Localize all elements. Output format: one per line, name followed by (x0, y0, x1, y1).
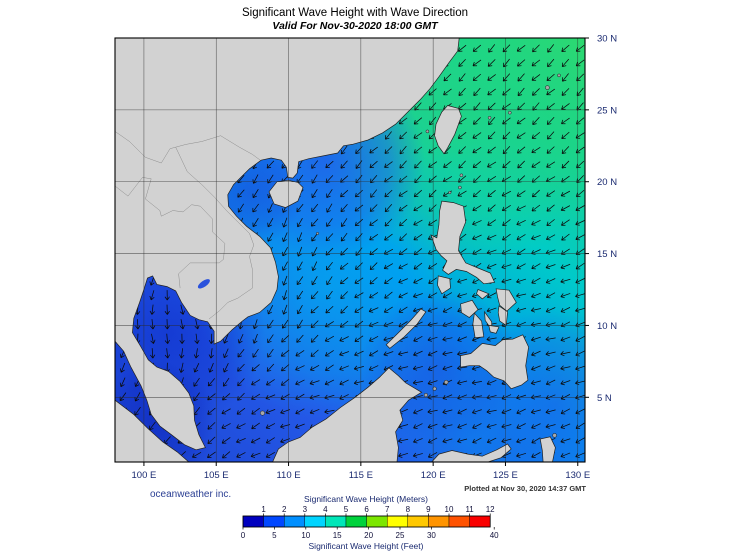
lon-tick-label: 105 E (204, 470, 229, 481)
lon-tick-label: 125 E (493, 470, 518, 481)
legend-feet-tick: 25 (396, 531, 405, 540)
lat-tick-label: 10 N (597, 321, 617, 332)
graticule-grid (115, 38, 585, 462)
chart-title: Significant Wave Height with Wave Direct… (242, 7, 468, 19)
legend-feet-tick: 10 (301, 531, 310, 540)
legend-feet-label: Significant Wave Height (Feet) (309, 541, 424, 551)
axis-labels: 100 E 105 E 110 E 115 E 120 E 125 E 130 E 30 N 2… (132, 34, 618, 482)
legend-meters-tick: 2 (282, 505, 287, 514)
color-scale-legend: 1 2 3 4 5 6 7 8 9 10 11 120 5 10 15 20 25 30 40 (241, 505, 499, 540)
chart-subtitle: Valid For Nov-30-2020 18:00 GMT (272, 20, 439, 32)
legend-meters-tick: 6 (364, 505, 369, 514)
legend-meters-tick: 5 (344, 505, 349, 514)
legend-meters-tick: 11 (465, 505, 474, 514)
lat-tick-label: 20 N (597, 177, 617, 188)
lat-tick-label: 25 N (597, 105, 617, 116)
legend-feet-tick: 30 (427, 531, 436, 540)
legend-meters-tick: 8 (406, 505, 411, 514)
legend-meters-tick: 12 (486, 505, 495, 514)
map-border (114, 37, 586, 463)
legend-meters-tick: 1 (261, 505, 266, 514)
lat-tick-label: 30 N (597, 34, 617, 45)
legend-meters-tick: 4 (323, 505, 328, 514)
legend-feet-tick: 5 (272, 531, 277, 540)
lon-tick-label: 120 E (421, 470, 446, 481)
lon-tick-label: 115 E (349, 470, 373, 481)
legend-meters-label: Significant Wave Height (Meters) (304, 494, 428, 504)
lat-tick-label: 5 N (597, 393, 612, 404)
legend-meters-tick: 9 (426, 505, 431, 514)
lon-tick-label: 130 E (565, 470, 590, 481)
plotted-timestamp: Plotted at Nov 30, 2020 14:37 GMT (464, 484, 586, 493)
lat-tick-label: 15 N (597, 249, 617, 260)
lon-tick-label: 100 E (132, 470, 157, 481)
legend-meters-tick: 3 (303, 505, 308, 514)
legend-feet-tick: 20 (364, 531, 373, 540)
lon-tick-label: 110 E (276, 470, 300, 481)
legend-feet-tick: 15 (333, 531, 342, 540)
legend-feet-tick: 40 (490, 531, 499, 540)
legend-meters-tick: 10 (445, 505, 454, 514)
legend-feet-tick: 0 (241, 531, 246, 540)
legend-meters-tick: 7 (385, 505, 390, 514)
branding-text: oceanweather inc. (150, 489, 231, 500)
